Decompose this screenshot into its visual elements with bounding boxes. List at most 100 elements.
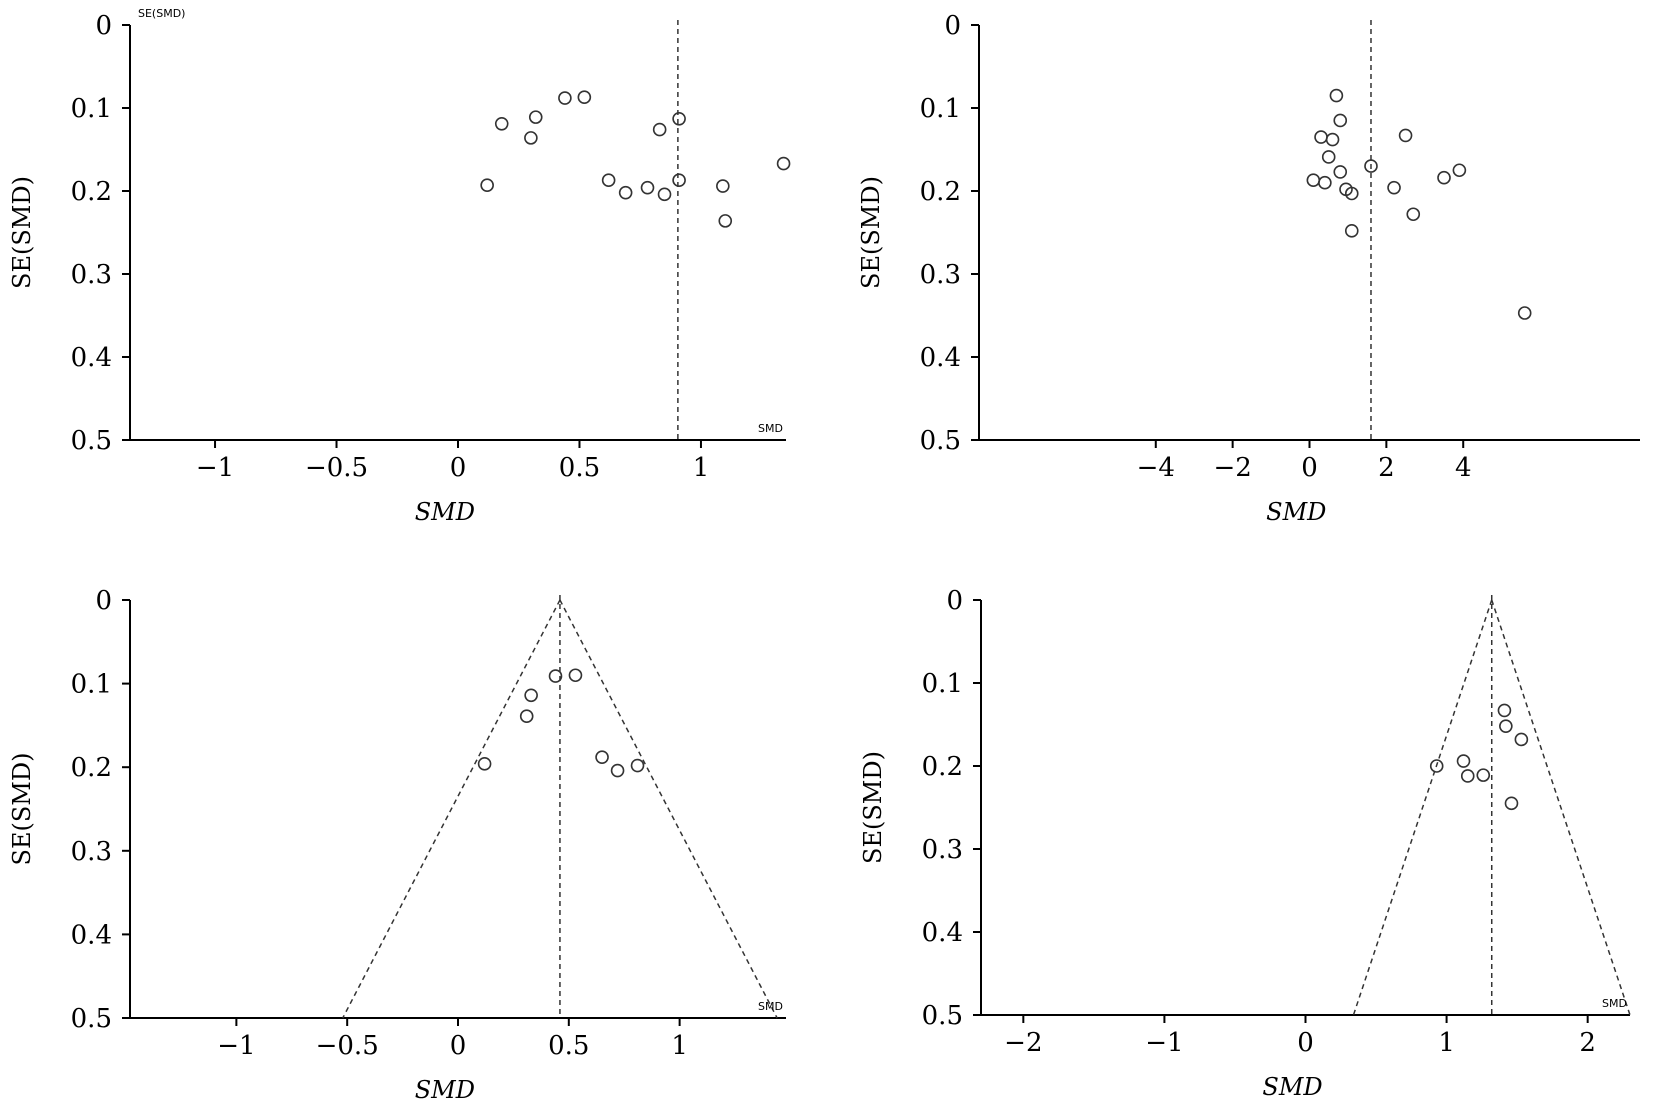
x-tick-label: −2 — [1213, 453, 1251, 483]
data-point — [776, 156, 791, 171]
y-tick-label: 0.3 — [71, 837, 112, 867]
data-point — [1460, 769, 1475, 783]
funnel-left-boundary — [342, 599, 561, 1019]
x-tick-label: 1 — [693, 453, 710, 483]
data-point — [1364, 159, 1378, 173]
y-axis-title: SE(SMD) — [8, 176, 36, 289]
x-tick-label: 2 — [1579, 1028, 1596, 1058]
y-tick-label: 0 — [95, 586, 112, 616]
data-point — [1398, 128, 1413, 143]
y-tick-label: 0 — [946, 586, 963, 616]
data-point — [480, 178, 494, 192]
data-point — [1429, 759, 1444, 773]
data-point — [1437, 170, 1451, 185]
x-tick-label: −0.5 — [316, 1031, 379, 1061]
y-axis-title: SE(SMD) — [859, 751, 887, 864]
data-point — [716, 179, 730, 193]
y-tick-label: 0.5 — [922, 1001, 963, 1031]
corner-label-smd: SMD — [758, 1000, 783, 1013]
data-point — [1517, 306, 1532, 320]
y-tick-label: 0.4 — [71, 343, 112, 373]
funnel-plot-3: 0 0.1 0.2 0.3 0.4 0.5 −1 −0.5 0 0.5 1 SMD SE(SMD) SMD — [8, 586, 786, 1104]
data-point — [519, 709, 534, 724]
y-tick-label: 0 — [944, 11, 961, 41]
data-point — [1321, 150, 1336, 164]
x-tick-label: −1 — [1145, 1028, 1183, 1058]
funnel-plot-1: 0 0.1 0.2 0.3 0.4 0.5 −1 −0.5 0 0.5 1 SMD SE(SMD) SE(… — [8, 7, 791, 526]
data-point — [494, 116, 509, 131]
x-tick-label: 2 — [1378, 453, 1395, 483]
data-point — [524, 131, 538, 145]
y-tick-label: 0.3 — [920, 260, 961, 290]
y-tick-label: 0.4 — [920, 343, 961, 373]
data-point — [1514, 732, 1529, 747]
x-axis-title: SMD — [415, 1076, 475, 1104]
x-tick-label: 1 — [671, 1031, 688, 1061]
x-tick-label: 0 — [450, 1031, 467, 1061]
x-tick-label: 0.5 — [548, 1031, 589, 1061]
y-tick-label: 0.2 — [922, 752, 963, 782]
data-point — [1456, 754, 1471, 768]
data-point — [1344, 186, 1359, 201]
corner-label-smd: SMD — [758, 422, 783, 435]
x-tick-label: −4 — [1137, 453, 1175, 483]
data-point — [1504, 796, 1519, 811]
data-point — [1314, 130, 1328, 144]
data-point — [568, 668, 583, 683]
data-point — [1329, 88, 1344, 103]
data-point — [672, 111, 686, 126]
x-tick-label: −0.5 — [305, 453, 368, 483]
x-tick-label: 4 — [1455, 453, 1472, 483]
y-tick-label: 0.2 — [920, 177, 961, 207]
funnel-plot-2: 0 0.1 0.2 0.3 0.4 0.5 −4 −2 0 2 4 SMD SE(SMD) — [857, 11, 1640, 526]
data-point — [1318, 175, 1332, 190]
data-point — [718, 214, 733, 228]
data-point — [610, 763, 625, 778]
data-point — [630, 758, 645, 773]
y-axis-title: SE(SMD) — [8, 753, 36, 866]
y-tick-label: 0.1 — [920, 94, 961, 124]
x-tick-label: −2 — [1004, 1028, 1042, 1058]
data-point — [1499, 719, 1513, 733]
data-point — [524, 688, 538, 703]
data-point — [528, 110, 543, 124]
data-point — [477, 757, 492, 771]
funnel-right-boundary — [1491, 599, 1631, 1016]
data-point — [1497, 703, 1512, 718]
y-tick-label: 0.5 — [71, 426, 112, 456]
data-point — [1452, 163, 1467, 178]
data-point — [1333, 113, 1348, 128]
data-point — [558, 91, 572, 105]
y-tick-label: 0.5 — [920, 426, 961, 456]
x-tick-label: −1 — [196, 453, 234, 483]
corner-label-smd: SMD — [1602, 997, 1627, 1010]
y-tick-label: 0 — [95, 11, 112, 41]
y-tick-label: 0.4 — [922, 918, 963, 948]
y-tick-label: 0.4 — [71, 920, 112, 950]
x-tick-label: 1 — [1438, 1028, 1455, 1058]
x-tick-label: 0 — [1301, 453, 1318, 483]
y-tick-label: 0.1 — [71, 670, 112, 700]
data-point — [640, 180, 655, 195]
data-point — [657, 187, 672, 202]
data-point — [1325, 132, 1340, 147]
data-point — [548, 669, 563, 683]
y-tick-label: 0.1 — [922, 669, 963, 699]
corner-label-se: SE(SMD) — [138, 7, 185, 20]
data-point — [1406, 207, 1421, 222]
y-tick-label: 0.5 — [71, 1004, 112, 1034]
data-point — [652, 122, 667, 137]
data-point — [1306, 173, 1321, 188]
y-tick-label: 0.2 — [71, 753, 112, 783]
x-axis-title: SMD — [1262, 1073, 1322, 1101]
funnel-right-boundary — [559, 599, 778, 1019]
data-point — [1333, 165, 1348, 179]
x-tick-label: −1 — [217, 1031, 255, 1061]
y-axis-title: SE(SMD) — [857, 176, 885, 289]
y-tick-label: 0.1 — [71, 94, 112, 124]
data-point — [595, 750, 609, 764]
funnel-left-boundary — [1352, 599, 1493, 1016]
x-tick-label: 0.5 — [559, 453, 600, 483]
data-point — [1387, 180, 1401, 195]
